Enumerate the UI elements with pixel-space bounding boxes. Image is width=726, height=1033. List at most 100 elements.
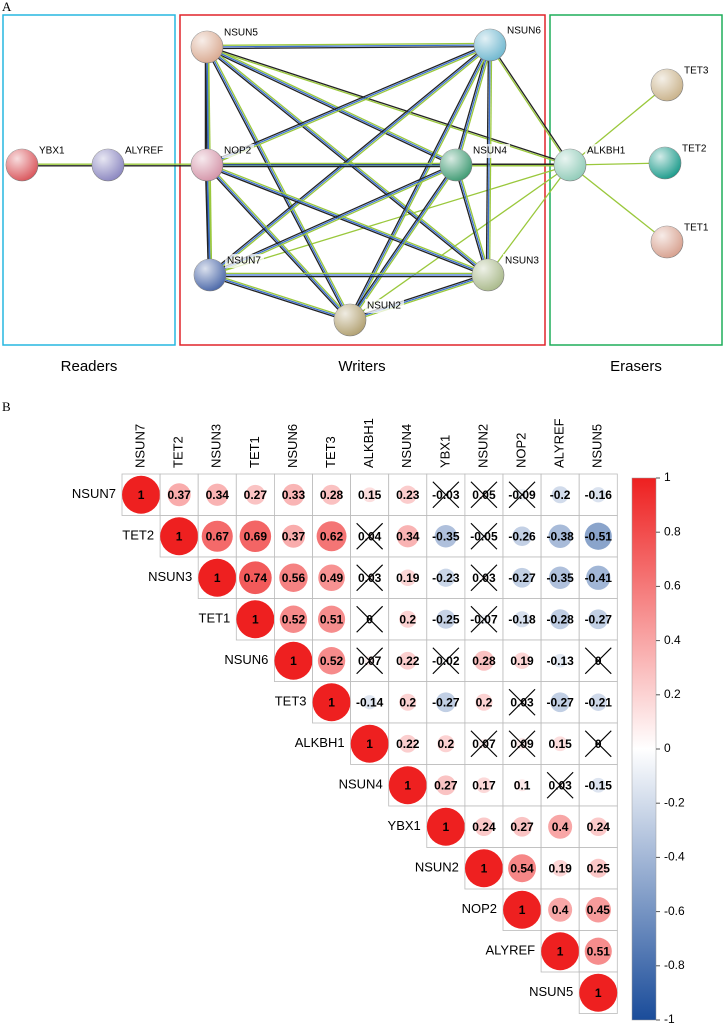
row-label: ALKBH1	[295, 735, 345, 750]
correlation-circle	[398, 734, 417, 753]
correlation-value: 0.15	[358, 488, 382, 502]
correlation-value: 1	[481, 861, 488, 875]
edge	[569, 164, 668, 243]
correlation-value: 0.54	[510, 861, 534, 875]
colorbar-tick-label: -0.4	[664, 850, 685, 864]
row-label: NSUN3	[148, 569, 192, 584]
correlation-circle	[516, 779, 529, 792]
correlation-circle	[398, 485, 417, 504]
correlation-circle	[503, 890, 542, 929]
node-shine	[6, 149, 38, 181]
correlation-value: 0.28	[320, 488, 344, 502]
correlation-value: -0.25	[432, 612, 460, 626]
insignificant-cross	[470, 605, 498, 633]
edge	[209, 274, 351, 321]
node-label: NSUN5	[224, 28, 258, 39]
correlation-circle	[475, 693, 493, 711]
edge	[210, 45, 492, 277]
insignificant-cross	[356, 605, 384, 633]
insignificant-cross	[546, 771, 574, 799]
edge	[485, 44, 490, 275]
insignificant-cross	[508, 481, 536, 509]
correlation-value: -0.14	[356, 695, 384, 709]
node-label-bg	[471, 144, 510, 158]
correlation-circle	[551, 859, 569, 877]
correlation-value: 1	[519, 903, 526, 917]
correlation-circle	[436, 609, 456, 629]
correlation-value: 0.37	[282, 529, 306, 543]
correlation-value: 0.2	[438, 737, 455, 751]
correlation-value: 1	[557, 944, 564, 958]
correlation-value: 1	[214, 571, 221, 585]
correlation-circle	[548, 524, 572, 548]
group-label: Erasers	[610, 358, 662, 375]
edge	[456, 45, 493, 166]
column-label: NSUN4	[399, 424, 414, 468]
correlation-circle	[548, 566, 572, 589]
correlation-circle	[437, 735, 455, 753]
node-label-bg	[680, 142, 712, 156]
node-label: NSUN3	[505, 256, 539, 267]
correlation-value: 1	[138, 488, 145, 502]
correlation-circle	[312, 683, 351, 722]
correlation-circle	[201, 520, 233, 552]
correlation-circle	[590, 777, 606, 793]
correlation-circle	[512, 526, 532, 546]
colorbar-tick-label: 0.4	[664, 633, 681, 647]
insignificant-cross	[470, 730, 498, 758]
correlation-value: 0.49	[320, 571, 344, 585]
correlation-value: 1	[443, 820, 450, 834]
correlation-circle	[508, 854, 537, 883]
correlation-value: 0.24	[472, 820, 496, 834]
edge	[456, 164, 491, 275]
correlation-circle	[541, 932, 580, 971]
colorbar-tick-label: -0.2	[664, 795, 685, 809]
correlation-circle	[584, 522, 612, 550]
node-label: YBX1	[39, 146, 65, 157]
correlation-value: 0.34	[206, 488, 230, 502]
correlation-value: -0.27	[508, 571, 536, 585]
insignificant-cross	[356, 522, 384, 550]
correlation-value: -0.38	[546, 529, 574, 543]
column-label: NOP2	[513, 433, 528, 468]
node-label: NSUN2	[367, 301, 401, 312]
erasers-box	[549, 14, 723, 346]
correlation-value: 0.24	[587, 820, 611, 834]
column-label: TET1	[247, 436, 262, 468]
colorbar-tick-label: 0.6	[664, 579, 681, 593]
node-label-bg	[505, 24, 544, 38]
correlation-circle	[245, 484, 266, 505]
column-label: TET3	[323, 436, 338, 468]
correlation-circle	[588, 817, 608, 837]
correlation-value: 0.19	[548, 861, 572, 875]
edge	[206, 165, 488, 278]
correlation-matrix: NSUN7 NSUN7 TET2 TET2 NSUN3 NSUN3 TET1 TET1 NSUN…	[72, 418, 618, 1014]
edge	[487, 164, 571, 276]
colorbar-tick-label: -0.8	[664, 958, 685, 972]
correlation-value: -0.21	[585, 695, 613, 709]
edges	[22, 42, 668, 323]
correlation-circle	[206, 483, 229, 506]
edge	[209, 275, 350, 323]
correlation-value: 1	[176, 529, 183, 543]
insignificant-cross	[470, 481, 498, 509]
column-label: NSUN7	[132, 424, 147, 468]
correlation-value: -0.13	[546, 654, 574, 668]
correlation-value: -0.2	[550, 488, 571, 502]
edge	[349, 164, 571, 321]
cell	[578, 722, 618, 765]
correlation-circle	[435, 775, 456, 796]
row-label: TET1	[199, 611, 231, 626]
correlation-value: 0.69	[244, 529, 268, 543]
correlation-circle	[236, 600, 275, 639]
node-label-bg	[585, 144, 631, 158]
correlation-value: 0.2	[399, 612, 416, 626]
row-label: ALYREF	[485, 943, 535, 958]
correlation-value: 0.67	[206, 529, 230, 543]
edge	[209, 44, 491, 276]
correlation-circle	[588, 609, 609, 630]
correlation-value: 0.74	[244, 571, 268, 585]
correlation-circle	[350, 724, 389, 763]
correlation-value: -0.35	[432, 529, 460, 543]
correlation-value: 0.62	[320, 529, 344, 543]
